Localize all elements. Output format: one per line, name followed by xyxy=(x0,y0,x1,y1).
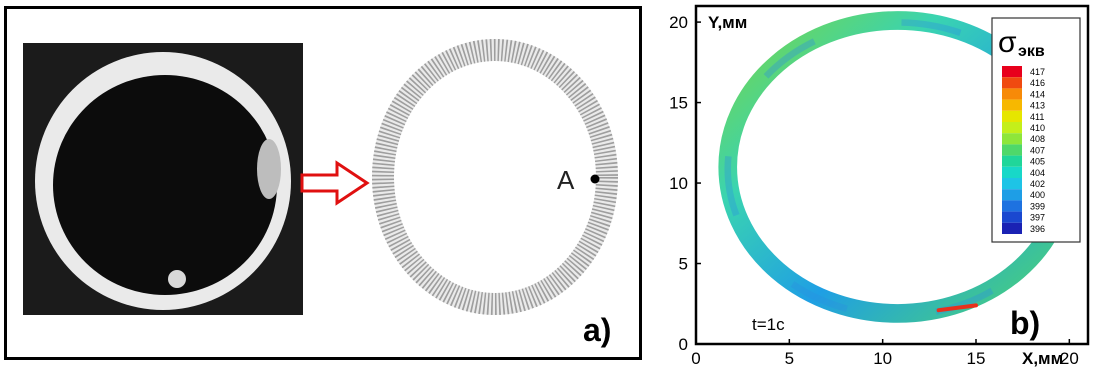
colorbar-swatch xyxy=(1002,189,1022,201)
colorbar-level-label: 416 xyxy=(1030,78,1045,88)
colorbar-swatch xyxy=(1002,110,1022,122)
colorbar-level-label: 399 xyxy=(1030,201,1045,211)
colorbar-level-label: 397 xyxy=(1030,213,1045,223)
y-tick-label: 5 xyxy=(679,255,688,274)
red-arrow-icon xyxy=(300,160,370,206)
colorbar-swatch xyxy=(1002,155,1022,167)
colorbar-swatch xyxy=(1002,178,1022,190)
colorbar-swatch xyxy=(1002,166,1022,178)
panel-a-label: a) xyxy=(583,312,611,348)
x-tick-label: 0 xyxy=(691,349,700,368)
ct-photo-notch xyxy=(168,270,186,288)
mesh-ring-shade xyxy=(372,39,618,315)
colorbar-level-label: 410 xyxy=(1030,123,1045,133)
point-a-marker xyxy=(590,174,600,184)
colorbar-level-label: 408 xyxy=(1030,134,1045,144)
x-tick-label: 5 xyxy=(785,349,794,368)
colorbar-swatch xyxy=(1002,88,1022,100)
colorbar-swatch xyxy=(1002,133,1022,145)
colorbar-level-label: 407 xyxy=(1030,145,1045,155)
colorbar-swatch xyxy=(1002,77,1022,89)
colorbar-level-label: 396 xyxy=(1030,224,1045,234)
x-tick-label: 15 xyxy=(967,349,986,368)
point-a-label: A xyxy=(557,165,575,195)
x-axis: 0 5 10 15 20 xyxy=(691,339,1079,368)
colorbar-title-sub: экв xyxy=(1018,43,1045,60)
colorbar-level-label: 405 xyxy=(1030,157,1045,167)
colorbar-swatch xyxy=(1002,211,1022,223)
mesh-ring xyxy=(372,39,618,315)
colorbar-level-label: 417 xyxy=(1030,67,1045,77)
colorbar-swatch xyxy=(1002,222,1022,234)
stress-hotspot xyxy=(936,303,978,313)
x-tick-label: 20 xyxy=(1060,349,1079,368)
y-axis: 0 5 10 15 20 xyxy=(669,13,701,354)
time-label: t=1c xyxy=(752,315,785,334)
ct-photo-cavity xyxy=(53,75,277,295)
colorbar-level-label: 411 xyxy=(1030,112,1044,122)
colorbar-level-label: 400 xyxy=(1030,190,1045,200)
panel-b-label: b) xyxy=(1010,305,1040,341)
panel-a: A a) xyxy=(4,6,642,360)
x-tick-label: 10 xyxy=(873,349,892,368)
colorbar-swatch xyxy=(1002,144,1022,156)
ct-photo-bright-spot xyxy=(257,139,281,199)
y-tick-label: 20 xyxy=(669,13,688,32)
colorbar-level-label: 413 xyxy=(1030,101,1045,111)
colorbar-level-label: 414 xyxy=(1030,89,1045,99)
colorbar-swatch xyxy=(1002,200,1022,212)
colorbar-swatch xyxy=(1002,122,1022,134)
panel-a-canvas: A a) xyxy=(23,39,618,348)
y-tick-label: 15 xyxy=(669,94,688,113)
colorbar-level-label: 404 xyxy=(1030,168,1045,178)
colorbar-level-label: 402 xyxy=(1030,179,1045,189)
y-axis-label: Y,мм xyxy=(708,13,747,32)
y-tick-label: 0 xyxy=(679,335,688,354)
y-tick-label: 10 xyxy=(669,174,688,193)
colorbar-swatch xyxy=(1002,99,1022,111)
colorbar-swatch xyxy=(1002,66,1022,78)
x-axis-label: X,мм xyxy=(1022,349,1063,368)
colorbar-title-main: σ xyxy=(998,26,1017,59)
